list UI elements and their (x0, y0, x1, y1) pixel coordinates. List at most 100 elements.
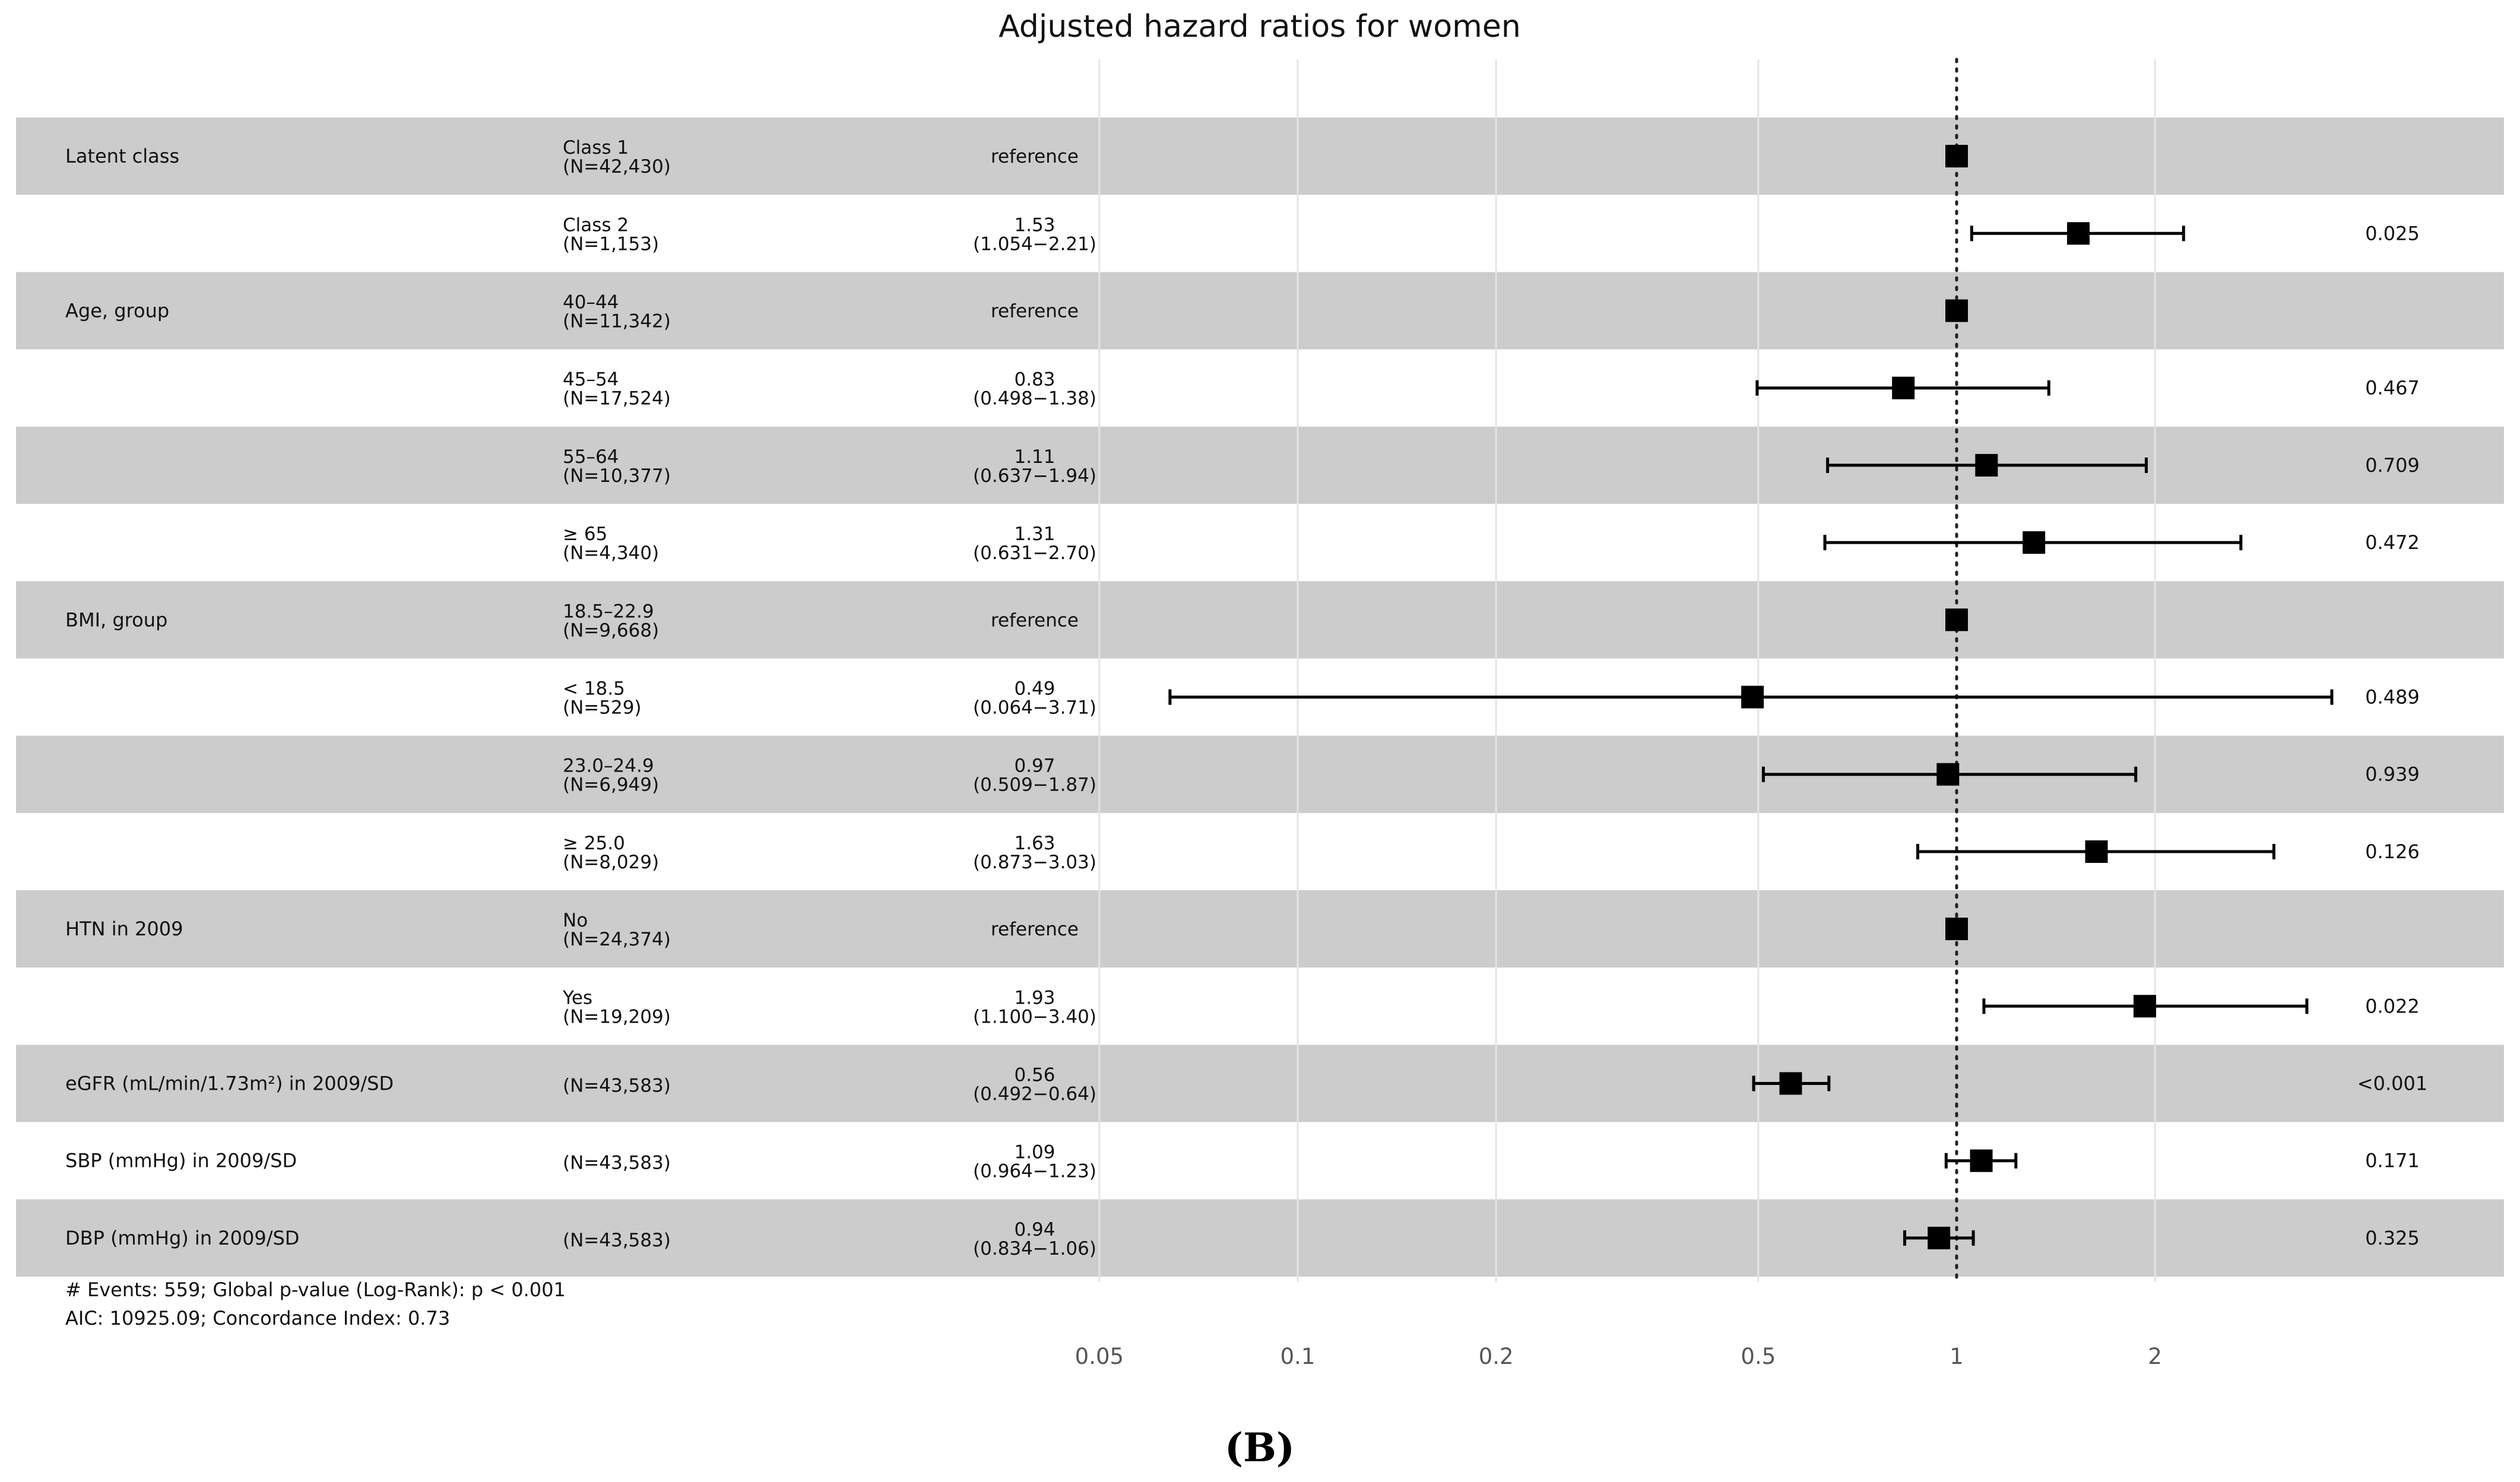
n-label: (N=529) (563, 697, 642, 719)
ci-label: (0.498−1.38) (973, 388, 1096, 410)
hr-label: 0.97 (1014, 756, 1055, 777)
variable-label: HTN in 2009 (65, 918, 183, 940)
p-value: 0.472 (2365, 531, 2420, 554)
x-tick-label: 0.1 (1280, 1344, 1316, 1369)
variable-label: eGFR (mL/min/1.73m²) in 2009/SD (65, 1072, 394, 1095)
x-tick-label: 0.05 (1075, 1344, 1124, 1369)
panel-label: (B) (1225, 1424, 1295, 1471)
p-value: 0.325 (2365, 1227, 2420, 1249)
hr-label: reference (991, 301, 1079, 322)
p-value: 0.171 (2365, 1150, 2420, 1172)
p-value: 0.025 (2365, 222, 2420, 245)
hr-label: 1.53 (1014, 214, 1055, 236)
p-value: 0.126 (2365, 840, 2420, 863)
ci-label: (1.054−2.21) (973, 233, 1096, 255)
x-tick-label: 0.2 (1479, 1344, 1514, 1369)
ci-label: (0.637−1.94) (973, 465, 1096, 487)
level-label: 45–54 (563, 369, 619, 391)
hr-label: reference (991, 610, 1079, 631)
x-tick-label: 0.5 (1741, 1344, 1776, 1369)
hr-marker (1945, 918, 1968, 941)
hr-label: 1.93 (1014, 987, 1055, 1008)
p-value: 0.489 (2365, 686, 2420, 709)
n-label: (N=43,583) (563, 1153, 671, 1174)
grid-lines (1098, 59, 2156, 1282)
level-label: Yes (562, 987, 592, 1008)
ci-label: (0.631−2.70) (973, 542, 1096, 564)
n-label: (N=6,949) (563, 775, 659, 796)
hr-label: reference (991, 919, 1079, 940)
hr-label: 0.49 (1014, 678, 1055, 700)
ci-label: (0.064−3.71) (973, 697, 1096, 719)
row-band (16, 1045, 2504, 1122)
p-value: 0.709 (2365, 454, 2420, 477)
hr-label: 0.94 (1014, 1219, 1055, 1240)
n-label: (N=8,029) (563, 852, 659, 873)
ci-label: (1.100−3.40) (973, 1006, 1096, 1027)
hr-label: reference (991, 146, 1079, 167)
row-bands (16, 118, 2504, 1277)
row-band (16, 118, 2504, 195)
variable-label: Age, group (65, 300, 169, 322)
n-label: (N=24,374) (563, 929, 671, 950)
level-label: 40–44 (563, 292, 619, 313)
hr-marker (1970, 1149, 1993, 1172)
level-label: 55–64 (563, 446, 619, 468)
hr-label: 1.09 (1014, 1142, 1055, 1163)
x-axis-ticks: 0.05 0.1 0.2 0.5 1 2 (1075, 1344, 2162, 1369)
variable-label: Latent class (65, 145, 179, 167)
n-label: (N=43,583) (563, 1075, 671, 1097)
hr-label: 1.31 (1014, 523, 1055, 545)
ci-label: (0.509−1.87) (973, 775, 1096, 796)
variable-label: SBP (mmHg) in 2009/SD (65, 1150, 297, 1172)
ci-label: (0.492−0.64) (973, 1084, 1096, 1105)
row-band (16, 890, 2504, 968)
variable-label: BMI, group (65, 608, 167, 631)
level-label: ≥ 65 (563, 523, 607, 545)
variable-label: DBP (mmHg) in 2009/SD (65, 1227, 299, 1249)
hr-marker (1975, 453, 1998, 477)
row-band (16, 1199, 2504, 1277)
hr-marker (1741, 686, 1764, 709)
hr-marker (1779, 1072, 1802, 1095)
n-label: (N=42,430) (563, 156, 671, 177)
n-label: (N=19,209) (563, 1006, 671, 1027)
chart-title: Adjusted hazard ratios for women (999, 9, 1521, 45)
hr-marker (2023, 531, 2046, 554)
n-label: (N=4,340) (563, 542, 659, 564)
row-band (16, 272, 2504, 350)
level-label: < 18.5 (563, 678, 625, 700)
p-value: 0.467 (2365, 377, 2420, 399)
n-label: (N=11,342) (563, 311, 671, 332)
n-label: (N=9,668) (563, 620, 659, 641)
hr-label: 0.83 (1014, 369, 1055, 391)
footnote-aic: AIC: 10925.09; Concordance Index: 0.73 (65, 1307, 450, 1329)
hr-marker (1945, 145, 1968, 168)
x-tick-label: 2 (2148, 1344, 2162, 1369)
row-band (16, 581, 2504, 659)
level-label: Class 1 (563, 137, 629, 158)
ci-label: (0.873−3.03) (973, 852, 1096, 873)
ci-label: (0.834−1.06) (973, 1238, 1096, 1259)
hr-label: 0.56 (1014, 1065, 1055, 1086)
n-label: (N=1,153) (563, 233, 659, 255)
p-value: 0.939 (2365, 763, 2420, 786)
hr-marker (2067, 222, 2090, 245)
ci-label: (0.964−1.23) (973, 1161, 1096, 1182)
n-label: (N=10,377) (563, 465, 671, 487)
level-label: Class 2 (563, 214, 629, 236)
hr-marker (1945, 299, 1968, 322)
hr-marker (1945, 608, 1968, 631)
hr-label: 1.63 (1014, 833, 1055, 854)
p-value: 0.022 (2365, 995, 2420, 1017)
hr-marker (1928, 1226, 1951, 1249)
hr-label: 1.11 (1014, 446, 1055, 468)
hr-marker (1892, 376, 1915, 399)
hr-marker (2085, 840, 2108, 863)
p-value: <0.001 (2357, 1072, 2427, 1095)
level-label: 23.0–24.9 (563, 756, 654, 777)
estimate-marks (1168, 145, 2334, 1249)
hr-marker (2133, 995, 2156, 1018)
hr-marker (1936, 763, 1960, 786)
